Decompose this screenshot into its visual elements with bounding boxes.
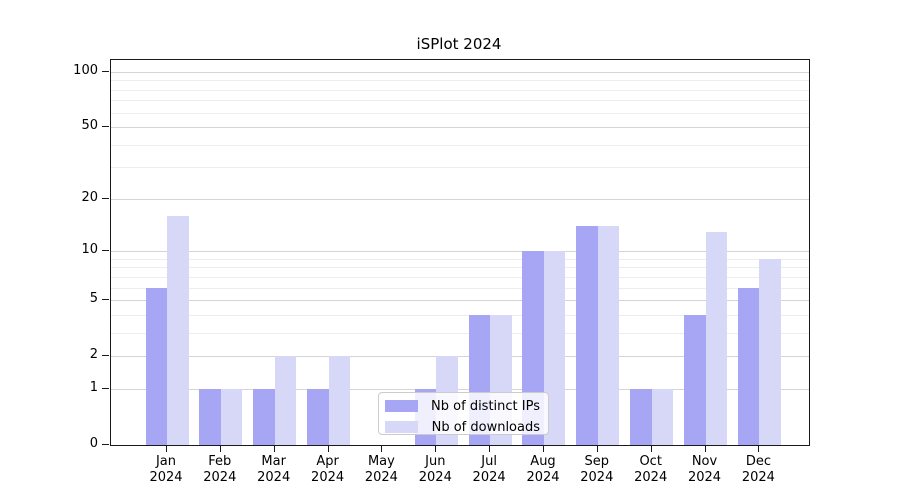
- y-tick-mark: [102, 70, 109, 72]
- gridline-minor: [111, 80, 809, 82]
- gridline-major: [111, 356, 809, 358]
- bar-nb-of-distinct-ips: [737, 287, 760, 445]
- y-tick-label: 50: [81, 118, 98, 134]
- legend-swatch-distinct-ips: [385, 400, 418, 412]
- x-tick-label: Dec 2024: [741, 454, 775, 485]
- y-tick-label: 2: [89, 347, 98, 363]
- x-tick-mark: [219, 445, 221, 452]
- y-tick-label: 20: [81, 189, 98, 205]
- x-tick-label: Sep 2024: [580, 454, 614, 485]
- legend-swatch-downloads: [385, 421, 418, 433]
- bar-nb-of-downloads: [328, 356, 351, 445]
- gridline-minor: [111, 258, 809, 260]
- gridline-minor: [111, 167, 809, 169]
- y-tick-label: 10: [81, 242, 98, 258]
- bar-nb-of-downloads: [167, 215, 189, 445]
- gridline-minor: [111, 314, 809, 316]
- x-tick-mark: [166, 445, 167, 452]
- bar-nb-of-downloads: [274, 356, 297, 445]
- x-tick-label: Jan 2024: [149, 454, 183, 485]
- bar-nb-of-downloads: [759, 258, 781, 445]
- legend: Nb of distinct IPs Nb of downloads: [378, 392, 549, 435]
- y-tick-label: 0: [89, 436, 98, 451]
- y-tick-mark: [102, 197, 109, 199]
- y-tick-mark: [102, 444, 109, 445]
- bar-nb-of-distinct-ips: [145, 287, 167, 445]
- gridline-major: [111, 71, 809, 73]
- gridline-minor: [111, 100, 809, 102]
- x-tick-mark: [327, 445, 329, 452]
- bar-nb-of-distinct-ips: [307, 389, 329, 445]
- x-tick-mark: [650, 445, 652, 452]
- x-tick-label: May 2024: [364, 454, 398, 485]
- bar-nb-of-downloads: [597, 226, 620, 445]
- y-tick-label: 5: [89, 291, 98, 307]
- y-tick-mark: [102, 299, 109, 301]
- plot-area: [110, 59, 810, 446]
- gridline-major: [111, 251, 809, 253]
- bar-nb-of-downloads: [543, 251, 566, 445]
- bar-nb-of-downloads: [651, 389, 674, 445]
- x-tick-mark: [758, 445, 760, 452]
- gridline-minor: [111, 332, 809, 334]
- x-tick-label: Feb 2024: [203, 454, 237, 485]
- x-tick-mark: [543, 445, 544, 452]
- y-tick-mark: [102, 250, 109, 252]
- legend-item-distinct-ips: Nb of distinct IPs: [385, 398, 540, 414]
- y-tick-label: 1: [89, 380, 98, 395]
- x-tick-label: Oct 2024: [634, 454, 668, 485]
- x-tick-mark: [381, 445, 383, 452]
- gridline-minor: [111, 276, 809, 278]
- bar-nb-of-distinct-ips: [199, 389, 221, 445]
- gridline-major: [111, 127, 809, 129]
- y-tick-label: 100: [73, 62, 98, 78]
- x-tick-label: Aug 2024: [526, 454, 560, 485]
- legend-label-downloads: Nb of downloads: [431, 419, 540, 435]
- y-tick-mark: [102, 388, 109, 389]
- x-tick-mark: [596, 445, 598, 452]
- chart-title: iSPlot 2024: [416, 35, 502, 53]
- bar-nb-of-distinct-ips: [576, 226, 598, 445]
- x-tick-label: Nov 2024: [687, 454, 722, 485]
- x-tick-mark: [435, 445, 437, 452]
- x-tick-label: Apr 2024: [311, 454, 345, 485]
- x-tick-mark: [273, 445, 275, 452]
- bar-nb-of-downloads: [705, 231, 727, 445]
- x-tick-label: Jun 2024: [418, 454, 452, 485]
- y-tick-mark: [102, 355, 109, 357]
- bar-nb-of-downloads: [220, 389, 243, 445]
- bar-nb-of-distinct-ips: [630, 389, 652, 445]
- gridline-major: [111, 300, 809, 302]
- x-tick-label: Mar 2024: [257, 454, 291, 485]
- gridline-minor: [111, 267, 809, 269]
- x-tick-label: Jul 2024: [472, 454, 506, 485]
- x-tick-mark: [704, 445, 706, 452]
- gridline-major: [111, 198, 809, 200]
- gridline-minor: [111, 89, 809, 91]
- bar-nb-of-distinct-ips: [253, 389, 275, 445]
- gridline-major: [111, 389, 809, 390]
- gridline-minor: [111, 144, 809, 146]
- y-tick-mark: [102, 126, 109, 128]
- bar-nb-of-distinct-ips: [684, 314, 706, 445]
- x-tick-mark: [489, 445, 491, 452]
- legend-item-downloads: Nb of downloads: [385, 419, 540, 435]
- gridline-minor: [111, 112, 809, 114]
- gridline-minor: [111, 287, 809, 289]
- legend-label-distinct-ips: Nb of distinct IPs: [431, 398, 540, 414]
